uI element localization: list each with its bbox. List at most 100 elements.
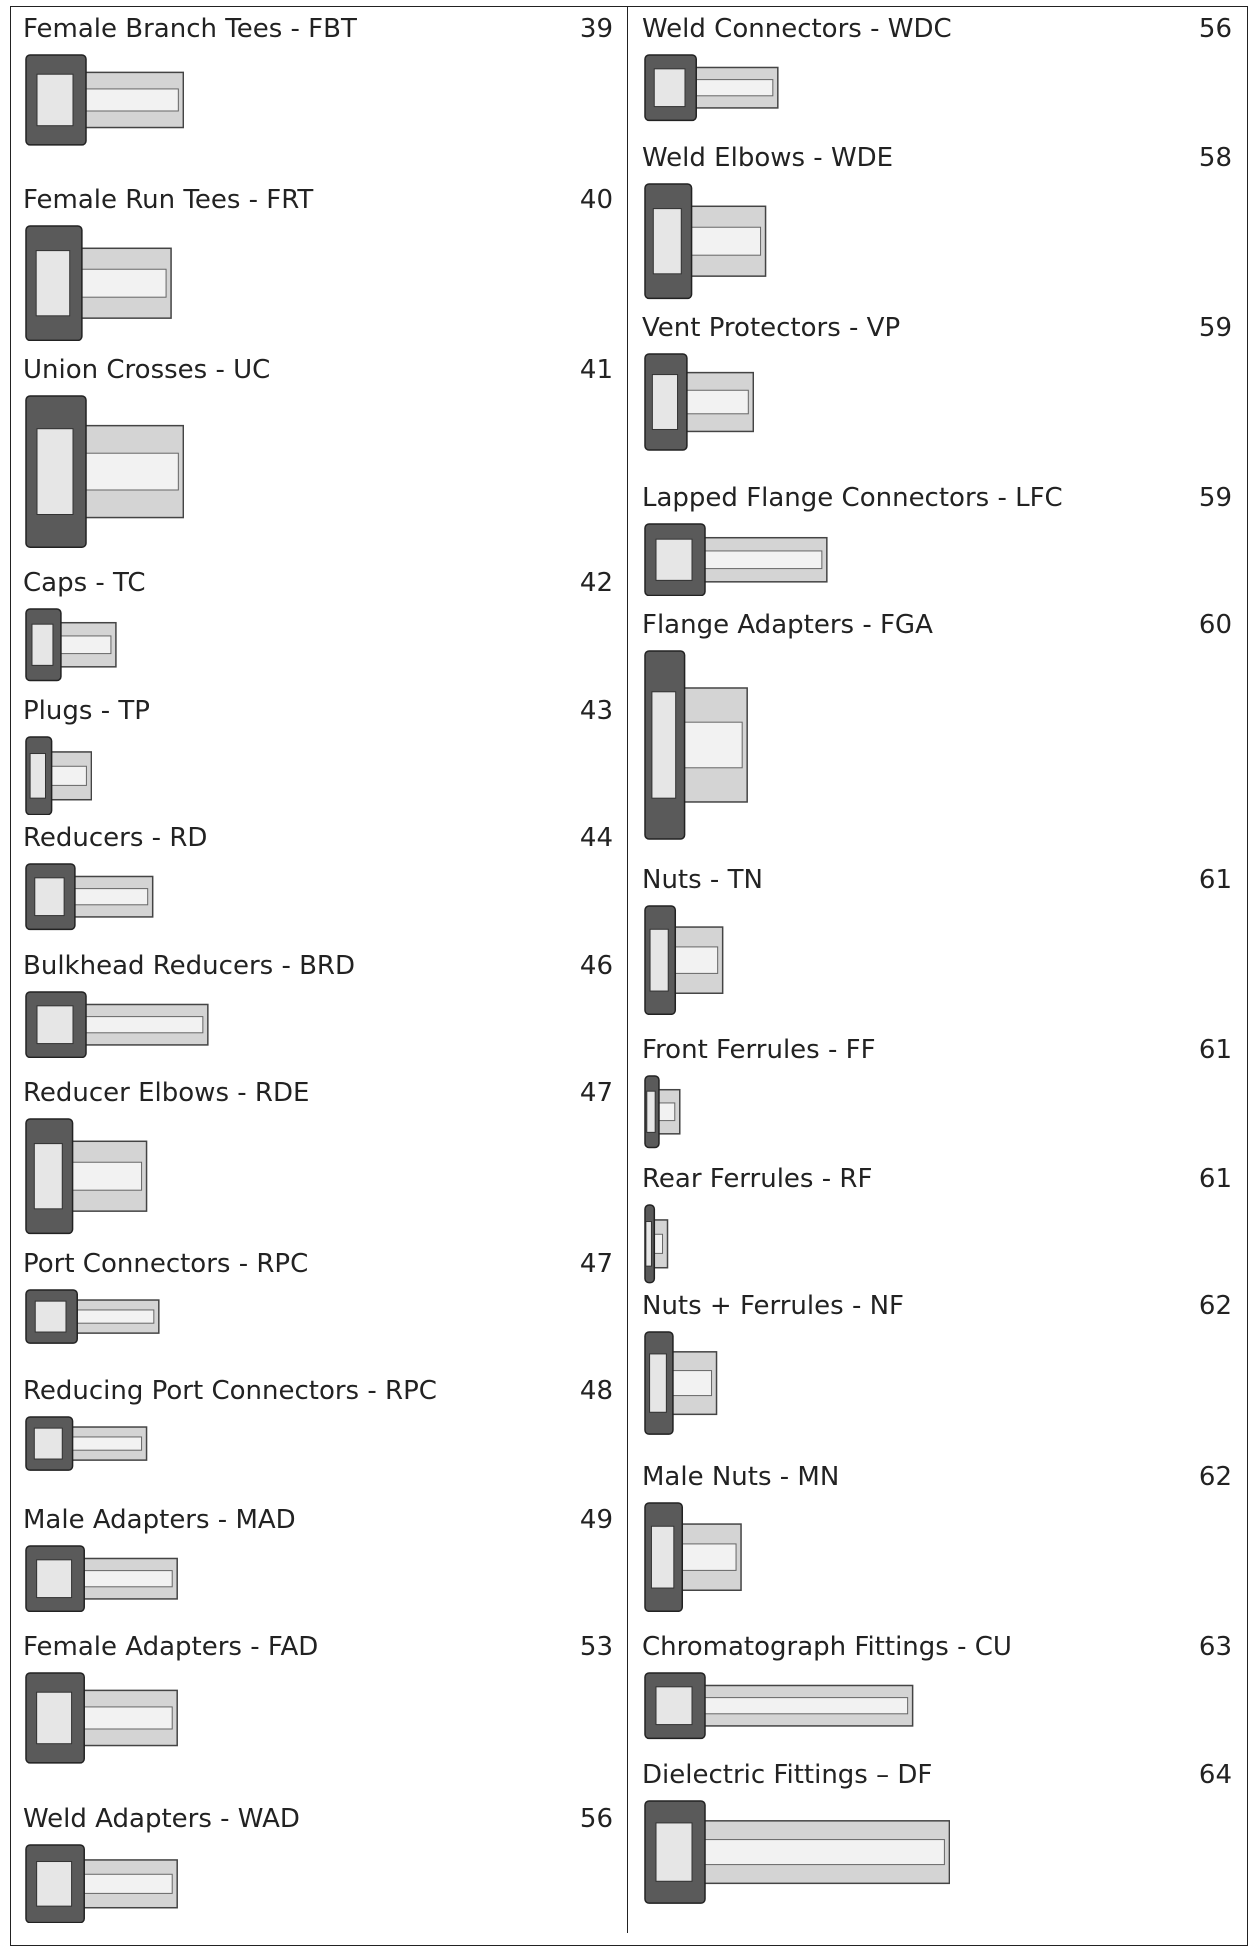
nut-inner: [653, 68, 686, 108]
fitting-icon: [644, 1331, 718, 1436]
entry-page: 39: [579, 14, 613, 45]
entry-title: Nuts - TN: [642, 864, 763, 895]
nut-inner: [34, 1300, 67, 1333]
entry-page: 56: [579, 1803, 613, 1834]
entry-page: 41: [579, 355, 613, 386]
entry-page: 64: [1198, 1759, 1232, 1790]
bore: [80, 268, 167, 298]
entry-page: 63: [1198, 1632, 1232, 1663]
nut-inner: [649, 1353, 667, 1414]
bore: [84, 88, 179, 112]
column-divider: [627, 6, 628, 1933]
entry-page: 47: [579, 1078, 613, 1109]
fitting-icon: [644, 650, 748, 840]
bore: [683, 721, 743, 769]
entry-title: Front Ferrules - FF: [642, 1035, 876, 1066]
fitting-icon: [644, 1799, 951, 1904]
nut-inner: [655, 538, 693, 581]
nut-inner: [34, 877, 65, 917]
nut-inner: [36, 428, 74, 516]
entry-title: Male Nuts - MN: [642, 1461, 840, 1492]
bore: [703, 1838, 945, 1865]
fitting-icon: [25, 225, 172, 341]
bore: [690, 226, 762, 256]
fitting-icon: [644, 1204, 669, 1284]
bore: [59, 635, 112, 655]
entry-title: Reducers - RD: [23, 823, 208, 854]
nut-inner: [36, 1691, 73, 1745]
nut-inner: [33, 1427, 63, 1460]
bore: [84, 1015, 204, 1034]
entry-title: Caps - TC: [23, 568, 146, 599]
entry-page: 59: [1198, 482, 1232, 513]
bore: [685, 390, 749, 415]
fitting-icon: [644, 1672, 914, 1740]
bore: [657, 1102, 676, 1122]
fitting-icon: [25, 863, 154, 931]
bore: [75, 1309, 155, 1324]
entry-page: 59: [1198, 313, 1232, 344]
entry-title: Rear Ferrules - RF: [642, 1164, 873, 1194]
fitting-icon: [25, 1118, 148, 1235]
bore: [694, 79, 774, 97]
fitting-icon: [25, 395, 185, 549]
fitting-icon: [644, 1075, 681, 1149]
entry-page: 49: [579, 1504, 613, 1535]
entry-title: Union Crosses - UC: [23, 355, 271, 386]
entry-title: Bulkhead Reducers - BRD: [23, 950, 356, 981]
fitting-icon: [25, 1416, 148, 1471]
entry-page: 48: [579, 1376, 613, 1407]
entry-page: 43: [579, 695, 613, 726]
entry-page: 62: [1198, 1291, 1232, 1322]
fitting-icon: [644, 183, 767, 300]
nut-inner: [29, 752, 46, 799]
nut-inner: [36, 1559, 73, 1598]
entry-page: 61: [1198, 864, 1232, 895]
entry-page: 53: [579, 1632, 613, 1663]
entry-title: Weld Adapters - WAD: [23, 1803, 300, 1834]
fitting-icon: [25, 608, 117, 682]
entry-page: 40: [579, 184, 613, 215]
entry-title: Port Connectors - RPC: [23, 1248, 309, 1279]
entry-title: Male Adapters - MAD: [23, 1504, 296, 1535]
entry-page: 56: [1198, 14, 1232, 45]
nut-inner: [33, 1143, 63, 1210]
bore: [703, 550, 823, 569]
bore: [71, 1161, 143, 1191]
fitting-icon: [644, 353, 755, 452]
nut-inner: [645, 1221, 652, 1267]
nut-inner: [652, 208, 682, 275]
nut-inner: [36, 74, 74, 127]
entry-page: 46: [579, 950, 613, 981]
entry-title: Plugs - TP: [23, 695, 150, 726]
nut-inner: [651, 374, 679, 431]
entry-title: Reducing Port Connectors - RPC: [23, 1376, 437, 1407]
entry-page: 42: [579, 568, 613, 599]
entry-title: Dielectric Fittings – DF: [642, 1759, 933, 1790]
entry-title: Nuts + Ferrules - NF: [642, 1291, 904, 1322]
bore: [82, 1706, 173, 1730]
nut-inner: [651, 691, 677, 799]
fitting-icon: [25, 1672, 178, 1764]
entry-title: Female Run Tees - FRT: [23, 184, 314, 215]
fitting-icon: [25, 1288, 160, 1344]
entry-title: Flange Adapters - FGA: [642, 610, 933, 641]
fitting-icon: [644, 522, 828, 596]
bore: [71, 1436, 143, 1451]
bore: [703, 1697, 909, 1715]
nut-inner: [655, 1822, 693, 1882]
entry-page: 47: [579, 1248, 613, 1279]
entry-title: Weld Elbows - WDE: [642, 143, 894, 174]
entry-page: 58: [1198, 143, 1232, 174]
nut-inner: [36, 1005, 74, 1044]
fitting-icon: [644, 54, 779, 122]
entry-page: 44: [579, 823, 613, 854]
nut-inner: [35, 249, 71, 317]
entry-title: Chromatograph Fittings - CU: [642, 1632, 1012, 1663]
entry-title: Lapped Flange Connectors - LFC: [642, 482, 1063, 513]
entry-title: Vent Protectors - VP: [642, 313, 901, 344]
entry-page: 62: [1198, 1461, 1232, 1492]
bore: [50, 765, 87, 786]
nut-inner: [646, 1090, 656, 1134]
